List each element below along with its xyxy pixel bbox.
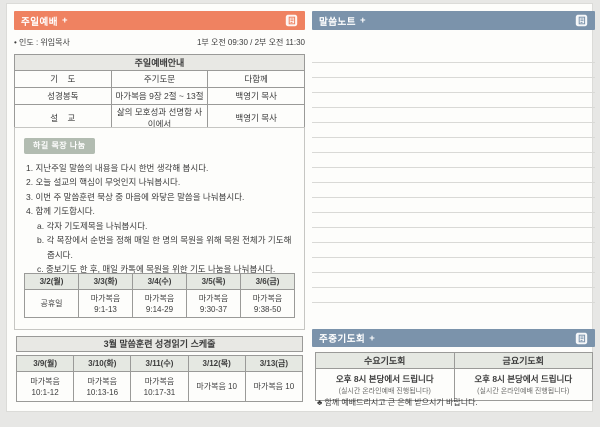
reading-cell: 마가복음 9:1-13: [78, 289, 133, 318]
prayer-note: (실시간 온라인예배 진행됩니다): [338, 388, 431, 395]
table-row: 성경봉독 마가복음 9장 2절 ~ 13절 백영기 목사: [14, 87, 305, 105]
notes-ruled-area[interactable]: [312, 48, 595, 314]
day-header: 3/13(금): [244, 355, 304, 372]
prayer-col-header: 수요기도회: [315, 352, 455, 369]
row-label: 기 도: [14, 70, 112, 88]
midweek-prayer-header: 주중기도회 +: [312, 329, 595, 347]
reading-cell: 마가복음 10:1-12: [15, 371, 75, 402]
row-content: 주기도문: [110, 70, 209, 88]
document-copy-icon[interactable]: [575, 332, 588, 345]
reading-cell: 마가복음 9:38-50: [240, 289, 295, 318]
expand-plus-icon[interactable]: +: [369, 332, 376, 344]
prayer-note: (실시간 온라인예배 진행됩니다): [477, 388, 570, 395]
day-header: 3/12(목): [187, 355, 246, 372]
list-subitem: a. 각자 기도제목을 나눠봅시다.: [37, 220, 148, 231]
list-subitem: c. 중보기도 한 후, 매일 카톡에 목원을 위한 기도 나눔을 나눠봅시다.: [37, 264, 276, 274]
sermon-notes-header: 말씀노트 +: [312, 11, 595, 30]
reading-cell: 마가복음 9:30-37: [186, 289, 241, 318]
prayer-cell: 오후 8시 본당에서 드립니다 (실시간 온라인예배 진행됩니다): [315, 368, 455, 401]
expand-plus-icon[interactable]: +: [61, 15, 69, 26]
list-subitem: b. 각 목장에서 순번을 정해 매일 한 명의 목원을 위해 목원 전체가 기…: [37, 235, 292, 260]
list-item: 4. 함께 기도합시다.: [26, 206, 95, 216]
leader-name: • 인도 : 위임목사: [14, 38, 70, 47]
row-label: 성경봉독: [14, 87, 112, 105]
expand-plus-icon[interactable]: +: [359, 15, 367, 26]
prayer-time: 오후 8시 본당에서 드립니다: [335, 374, 434, 384]
prayer-meeting-table: 수요기도회 금요기도회 오후 8시 본당에서 드립니다 (실시간 온라인예배 진…: [315, 352, 593, 401]
table-row: 공휴일 마가복음 9:1-13 마가복음 9:14-29 마가복음 9:30-3…: [24, 289, 295, 318]
worship-table-title: 주일예배안내: [14, 54, 305, 71]
day-header: 3/11(수): [130, 355, 189, 372]
document-copy-icon[interactable]: [575, 14, 588, 27]
sharing-badge: 하길 목장 나눔: [24, 137, 95, 154]
service-times: 1부 오전 09:30 / 2부 오전 11:30: [196, 38, 305, 47]
table-header-row: 수요기도회 금요기도회: [315, 352, 593, 369]
table-row: 기 도 주기도문 다함께: [14, 70, 305, 88]
day-header: 3/10(화): [73, 355, 132, 372]
reading-cell: 공휴일: [24, 289, 79, 318]
table-row: 마가복음 10:1-12 마가복음 10:13-16 마가복음 10:17-31…: [15, 371, 304, 402]
table-row: 오후 8시 본당에서 드립니다 (실시간 온라인예배 진행됩니다) 오후 8시 …: [315, 368, 593, 401]
prayer-cell: 오후 8시 본당에서 드립니다 (실시간 온라인예배 진행됩니다): [453, 368, 593, 401]
reading-cell: 마가복음 10:13-16: [73, 371, 132, 402]
prayer-time: 오후 8시 본당에서 드립니다: [474, 374, 573, 384]
day-header: 3/9(월): [15, 355, 75, 372]
day-header: 3/3(화): [78, 273, 133, 290]
reading-cell: 마가복음 10:17-31: [130, 371, 189, 402]
list-item: 2. 오늘 설교의 핵심이 무엇인지 나눠봅시다.: [26, 177, 181, 187]
row-person: 백영기 목사: [207, 87, 305, 105]
sunday-worship-header: 주일예배 +: [14, 11, 305, 30]
week2-reading-table: 3/9(월) 3/10(화) 3/11(수) 3/12(목) 3/13(금) 마…: [15, 355, 304, 402]
table-header-row: 3/2(월) 3/3(화) 3/4(수) 3/5(목) 3/6(금): [24, 273, 295, 290]
march-schedule-title: 3월 말씀훈련 성경읽기 스케줄: [16, 336, 303, 352]
document-copy-icon[interactable]: [285, 14, 298, 27]
blessing-footnote: ♣ 함께 예배드리시고 큰 은혜 받으시기 바랍니다.: [317, 398, 478, 407]
week1-reading-table: 3/2(월) 3/3(화) 3/4(수) 3/5(목) 3/6(금) 공휴일 마…: [24, 273, 295, 318]
sunday-worship-title: 주일예배: [21, 16, 58, 28]
sermon-notes-title: 말씀노트: [319, 16, 356, 28]
day-header: 3/4(수): [132, 273, 187, 290]
reading-cell: 마가복음 10: [187, 371, 246, 402]
worship-info-table: 주일예배안내 기 도 주기도문 다함께 성경봉독 마가복음 9장 2절 ~ 13…: [14, 54, 305, 132]
cell-group-sharing-box: 하길 목장 나눔 1. 지난주일 말씀의 내용을 다시 한번 생각해 봅시다. …: [14, 127, 305, 330]
day-header: 3/5(목): [186, 273, 241, 290]
list-item: 1. 지난주일 말씀의 내용을 다시 한번 생각해 봅시다.: [26, 162, 209, 173]
reading-cell: 마가복음 9:14-29: [132, 289, 187, 318]
sharing-list: 1. 지난주일 말씀의 내용을 다시 한번 생각해 봅시다. 2. 오늘 설교의…: [26, 161, 294, 277]
row-person: 다함께: [207, 70, 305, 88]
reading-cell: 마가복음 10: [244, 371, 304, 402]
leader-line: • 인도 : 위임목사 1부 오전 09:30 / 2부 오전 11:30: [14, 37, 305, 48]
prayer-col-header: 금요기도회: [453, 352, 593, 369]
table-header-row: 3/9(월) 3/10(화) 3/11(수) 3/12(목) 3/13(금): [15, 355, 304, 372]
list-item: 3. 이번 주 말씀훈련 묵상 중 마음에 와닿은 말씀을 나눠봅시다.: [26, 191, 245, 202]
day-header: 3/2(월): [24, 273, 79, 290]
row-content: 마가복음 9장 2절 ~ 13절: [110, 87, 209, 105]
day-header: 3/6(금): [240, 273, 295, 290]
midweek-prayer-title: 주중기도회: [319, 334, 366, 345]
